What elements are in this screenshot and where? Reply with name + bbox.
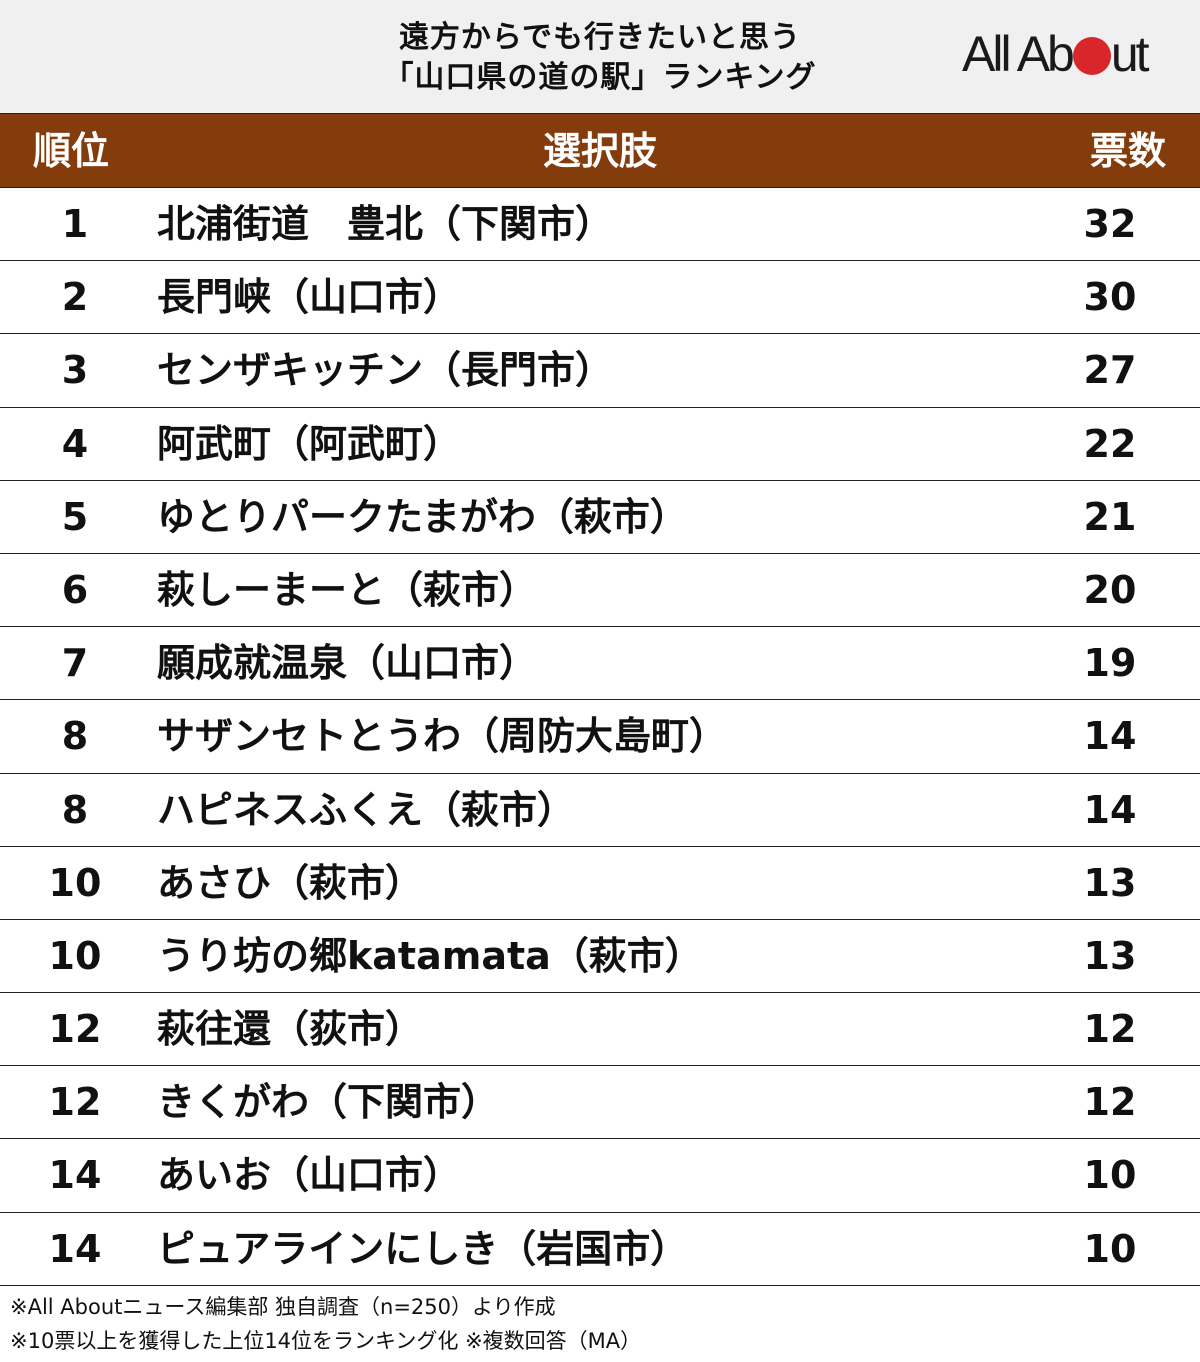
votes-cell: 10 bbox=[1083, 1226, 1137, 1271]
name-cell: ピュアラインにしき（岩国市） bbox=[157, 1226, 689, 1271]
votes-cell: 13 bbox=[1083, 860, 1137, 905]
rank-cell: 14 bbox=[48, 1226, 102, 1271]
page-title: 遠方からでも行きたいと思う 「山口県の道の駅」ランキング bbox=[300, 18, 900, 98]
table-row: 6 萩しーまーと（萩市） 20 bbox=[0, 554, 1200, 628]
name-cell: 長門峡（山口市） bbox=[157, 275, 462, 320]
votes-cell: 13 bbox=[1083, 933, 1137, 978]
table-header: 順位 選択肢 票数 bbox=[0, 114, 1200, 188]
name-cell: きくがわ（下関市） bbox=[157, 1080, 500, 1125]
rank-cell: 3 bbox=[61, 348, 89, 393]
rank-cell: 2 bbox=[61, 275, 89, 320]
votes-cell: 22 bbox=[1083, 421, 1137, 466]
rank-cell: 14 bbox=[48, 1153, 102, 1198]
rank-cell: 8 bbox=[61, 787, 89, 832]
votes-cell: 21 bbox=[1083, 494, 1137, 539]
votes-cell: 32 bbox=[1083, 202, 1137, 246]
table-row: 10 うり坊の郷katamata（萩市） 13 bbox=[0, 920, 1200, 994]
table-row: 12 萩往還（荻市） 12 bbox=[0, 993, 1200, 1067]
table-row: 10 あさひ（萩市） 13 bbox=[0, 847, 1200, 920]
name-cell: うり坊の郷katamata（萩市） bbox=[157, 933, 703, 978]
allabout-logo: All Ab ut bbox=[962, 24, 1182, 84]
header-choice: 選択肢 bbox=[542, 129, 657, 173]
logo-red-dot-icon bbox=[1072, 37, 1111, 75]
rank-cell: 4 bbox=[61, 421, 89, 466]
table-row: 2 長門峡（山口市） 30 bbox=[0, 261, 1200, 335]
table-row: 8 サザンセトとうわ（周防大島町） 14 bbox=[0, 700, 1200, 774]
rank-cell: 1 bbox=[61, 202, 89, 246]
rank-cell: 10 bbox=[48, 933, 102, 978]
logo-text-right: ut bbox=[1110, 26, 1150, 82]
votes-cell: 10 bbox=[1083, 1153, 1137, 1198]
title-line-2: 「山口県の道の駅」ランキング bbox=[383, 60, 817, 95]
title-band: 遠方からでも行きたいと思う 「山口県の道の駅」ランキング All Ab ut bbox=[0, 0, 1200, 114]
name-cell: サザンセトとうわ（周防大島町） bbox=[157, 714, 728, 759]
name-cell: 阿武町（阿武町） bbox=[157, 421, 462, 466]
table-row: 4 阿武町（阿武町） 22 bbox=[0, 408, 1200, 481]
table-row: 8 ハピネスふくえ（萩市） 14 bbox=[0, 774, 1200, 847]
rank-cell: 8 bbox=[61, 714, 89, 759]
table-row: 7 願成就温泉（山口市） 19 bbox=[0, 627, 1200, 701]
footnote-method: ※10票以上を獲得した上位14位をランキング化 ※複数回答（MA） bbox=[10, 1329, 642, 1353]
title-line-1: 遠方からでも行きたいと思う bbox=[398, 20, 802, 55]
footnotes: ※All Aboutニュース編集部 独自調査（n=250）より作成 ※10票以上… bbox=[10, 1290, 641, 1358]
rank-cell: 12 bbox=[48, 1007, 102, 1052]
votes-cell: 20 bbox=[1083, 567, 1137, 612]
name-cell: ハピネスふくえ（萩市） bbox=[157, 787, 576, 832]
name-cell: 萩往還（荻市） bbox=[157, 1007, 424, 1052]
votes-cell: 14 bbox=[1083, 787, 1137, 832]
name-cell: 萩しーまーと（萩市） bbox=[157, 567, 538, 612]
rank-cell: 10 bbox=[48, 860, 102, 905]
table-row: 12 きくがわ（下関市） 12 bbox=[0, 1066, 1200, 1140]
footnote-source: ※All Aboutニュース編集部 独自調査（n=250）より作成 bbox=[10, 1295, 556, 1319]
name-cell: ゆとりパークたまがわ（萩市） bbox=[157, 494, 688, 539]
votes-cell: 12 bbox=[1083, 1007, 1137, 1052]
table-row: 14 ピュアラインにしき（岩国市） 10 bbox=[0, 1213, 1200, 1286]
logo-text-left: All Ab bbox=[962, 26, 1075, 82]
header-votes: 票数 bbox=[1089, 129, 1166, 173]
name-cell: あさひ（萩市） bbox=[157, 860, 424, 905]
votes-cell: 14 bbox=[1083, 714, 1137, 759]
votes-cell: 27 bbox=[1083, 348, 1137, 393]
rank-cell: 6 bbox=[61, 567, 89, 612]
ranking-table-body: 1 北浦街道 豊北（下関市） 32 2 長門峡（山口市） 30 3 センザキッチン（長門市… bbox=[0, 188, 1200, 1286]
rank-cell: 7 bbox=[61, 641, 89, 686]
table-row: 3 センザキッチン（長門市） 27 bbox=[0, 334, 1200, 408]
name-cell: 北浦街道 豊北（下関市） bbox=[157, 202, 614, 246]
table-row: 14 あいお（山口市） 10 bbox=[0, 1139, 1200, 1213]
votes-cell: 30 bbox=[1083, 275, 1137, 320]
rank-cell: 5 bbox=[61, 494, 89, 539]
table-row: 1 北浦街道 豊北（下関市） 32 bbox=[0, 188, 1200, 262]
name-cell: 願成就温泉（山口市） bbox=[157, 641, 538, 686]
rank-cell: 12 bbox=[48, 1080, 102, 1125]
table-row: 5 ゆとりパークたまがわ（萩市） 21 bbox=[0, 481, 1200, 554]
votes-cell: 19 bbox=[1083, 641, 1137, 686]
votes-cell: 12 bbox=[1083, 1080, 1137, 1125]
name-cell: あいお（山口市） bbox=[157, 1153, 462, 1198]
header-rank: 順位 bbox=[33, 129, 110, 173]
name-cell: センザキッチン（長門市） bbox=[157, 348, 614, 393]
